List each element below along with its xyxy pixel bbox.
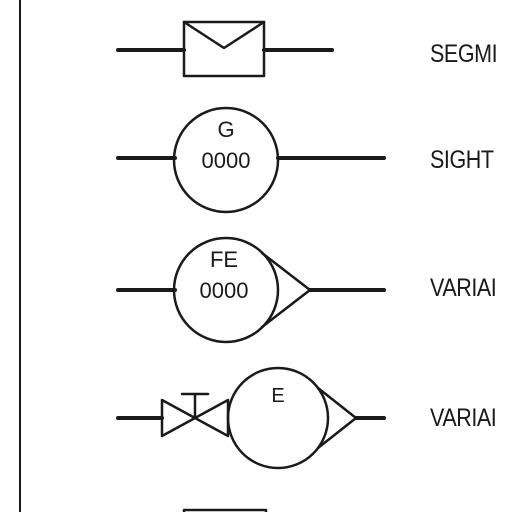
symbol-segmented <box>116 20 334 78</box>
sight-glass-number: 0000 <box>202 148 251 173</box>
label-variable-valve: VARIAI <box>430 404 497 432</box>
variable-area-number: 0000 <box>200 278 249 303</box>
label-sight-glass: SIGHT <box>430 146 494 174</box>
symbol-bottom-partial <box>182 508 268 512</box>
sight-glass-tag: G <box>217 117 234 142</box>
variable-area-tag: FE <box>210 247 238 272</box>
label-segmented: SEGMI <box>430 40 498 68</box>
symbol-sight-glass <box>116 106 386 214</box>
label-variable-area: VARIAI <box>430 274 497 302</box>
symbol-variable-valve <box>116 366 386 470</box>
symbol-variable-area <box>116 236 386 344</box>
variable-valve-tag: E <box>271 385 284 407</box>
